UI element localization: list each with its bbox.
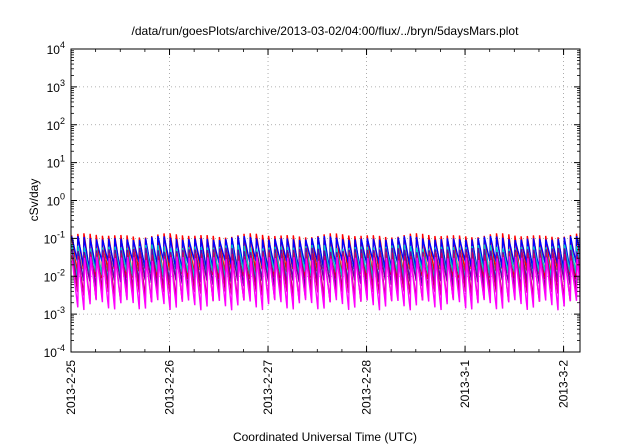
x-tick-label: 2013-3-2 [557,360,571,408]
series-layer [71,233,580,311]
y-tick-label: 103 [47,78,65,95]
y-tick-label: 100 [47,192,65,209]
x-tick-label: 2013-3-1 [458,360,472,408]
y-tick-label: 10-1 [44,229,65,246]
y-tick-label: 101 [47,154,65,171]
y-axis-label: cSv/day [27,179,41,222]
y-tick-label: 104 [47,40,65,57]
chart-title: /data/run/goesPlots/archive/2013-03-02/0… [132,24,520,38]
y-tick-label: 10-4 [44,343,65,360]
x-tick-label: 2013-2-25 [64,360,78,415]
x-tick-label: 2013-2-28 [360,360,374,415]
y-tick-label: 10-2 [44,267,65,284]
x-axis: 2013-2-25 2013-2-26 2013-2-27 2013-2-28 2013… [64,49,571,415]
y-axis: 10-4 10-3 10-2 10-1 100 101 102 103 104 [44,40,580,360]
x-tick-label: 2013-2-27 [261,360,275,415]
series-line [71,256,580,311]
y-tick-label: 102 [47,116,65,133]
grid [70,49,580,352]
x-tick-label: 2013-2-26 [163,360,177,415]
y-tick-label: 10-3 [44,305,65,322]
x-axis-label: Coordinated Universal Time (UTC) [233,430,417,444]
